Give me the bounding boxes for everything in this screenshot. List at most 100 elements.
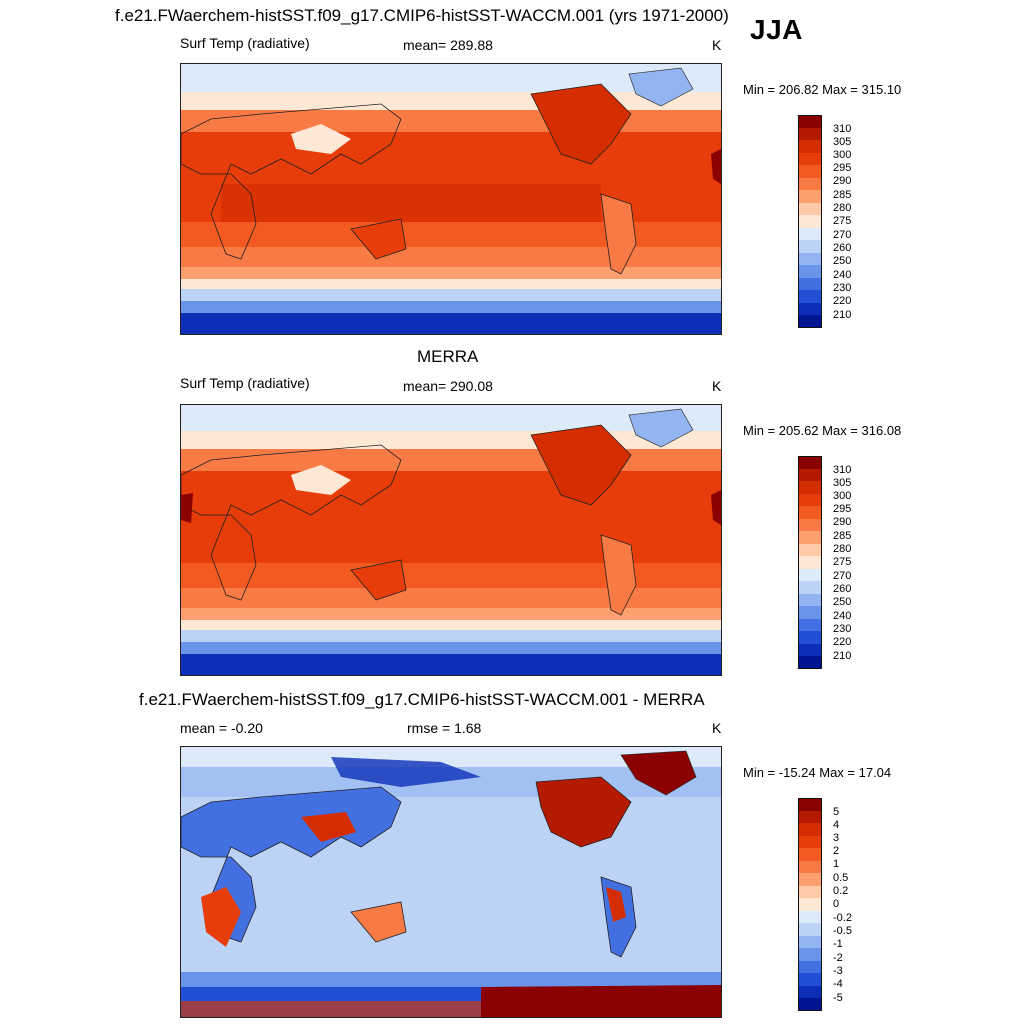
obs-colorbar-tick: 270 [833,571,851,582]
diff-colorbar-swatch-15 [798,973,822,986]
obs-colorbar-swatch-7 [798,531,822,544]
diff-colorbar-tick: 0 [833,899,839,910]
diff-colorbar-swatch-16 [798,986,822,999]
obs-colorbar-swatch-10 [798,569,822,582]
model-units-label: K [712,37,721,53]
diff-colorbar-tick: 5 [833,807,839,818]
diff-minmax-label: Min = -15.24 Max = 17.04 [743,765,891,780]
run-title: f.e21.FWaerchem-histSST.f09_g17.CMIP6-hi… [115,6,729,26]
model-colorbar-swatch-1 [798,115,822,128]
obs-colorbar-tick: 230 [833,624,851,635]
diff-colorbar-swatch-17 [798,998,822,1011]
obs-colorbar-tick: 210 [833,651,851,662]
model-colorbar-swatch-8 [798,203,822,216]
diff-colorbar-tick: 0.2 [833,886,848,897]
diff-colorbar-swatch-10 [798,911,822,924]
obs-colorbar-tick: 290 [833,517,851,528]
diff-colorbar-swatch-8 [798,886,822,899]
model-colorbar-swatch-11 [798,240,822,253]
model-colorbar-tick: 260 [833,243,851,254]
diff-colorbar-swatch-4 [798,836,822,849]
model-colorbar-tick: 300 [833,150,851,161]
model-colorbar-swatch-12 [798,253,822,266]
obs-units-label: K [712,378,721,394]
diff-colorbar-tick: 4 [833,820,839,831]
model-colorbar-tick: 290 [833,176,851,187]
obs-colorbar-swatch-5 [798,506,822,519]
obs-colorbar-swatch-13 [798,606,822,619]
model-colorbar-tick: 220 [833,296,851,307]
obs-colorbar-tick: 305 [833,478,851,489]
diff-colorbar [798,798,822,1011]
model-colorbar-tick: 210 [833,310,851,321]
obs-colorbar [798,456,822,669]
obs-colorbar-swatch-12 [798,594,822,607]
diff-colorbar-tick: -2 [833,953,843,964]
obs-colorbar-swatch-9 [798,556,822,569]
diff-colorbar-swatch-14 [798,961,822,974]
obs-colorbar-swatch-15 [798,631,822,644]
diff-colorbar-swatch-1 [798,798,822,811]
season-label: JJA [750,14,803,46]
model-colorbar-tick: 270 [833,230,851,241]
diff-colorbar-tick: -1 [833,939,843,950]
diff-colorbar-tick: -4 [833,979,843,990]
diff-rmse-label: rmse = 1.68 [407,720,481,736]
model-colorbar-tick: 275 [833,216,851,227]
diff-colorbar-swatch-12 [798,936,822,949]
obs-colorbar-swatch-16 [798,644,822,657]
obs-temperature-map [180,404,722,676]
obs-panel-title: MERRA [417,347,478,367]
obs-colorbar-swatch-14 [798,619,822,632]
obs-colorbar-swatch-3 [798,481,822,494]
obs-colorbar-tick: 250 [833,597,851,608]
model-colorbar-tick: 310 [833,124,851,135]
model-colorbar-swatch-17 [798,315,822,328]
model-colorbar-tick: 280 [833,203,851,214]
model-colorbar-swatch-13 [798,265,822,278]
model-colorbar-swatch-10 [798,228,822,241]
model-colorbar-swatch-5 [798,165,822,178]
obs-colorbar-tick: 240 [833,611,851,622]
obs-colorbar-tick: 310 [833,465,851,476]
diff-colorbar-swatch-13 [798,948,822,961]
diff-colorbar-tick: 3 [833,833,839,844]
model-variable-label: Surf Temp (radiative) [180,35,310,51]
obs-minmax-label: Min = 205.62 Max = 316.08 [743,423,901,438]
model-colorbar-swatch-16 [798,303,822,316]
obs-colorbar-tick: 280 [833,544,851,555]
diff-colorbar-swatch-9 [798,898,822,911]
diff-panel-title: f.e21.FWaerchem-histSST.f09_g17.CMIP6-hi… [139,690,705,710]
obs-colorbar-tick: 295 [833,504,851,515]
model-minmax-label: Min = 206.82 Max = 315.10 [743,82,901,97]
model-mean-label: mean= 289.88 [403,37,493,53]
diff-colorbar-swatch-11 [798,923,822,936]
diff-colorbar-swatch-5 [798,848,822,861]
model-colorbar-tick: 305 [833,137,851,148]
model-colorbar-swatch-4 [798,153,822,166]
model-colorbar-tick: 285 [833,190,851,201]
obs-colorbar-tick: 285 [833,531,851,542]
obs-colorbar-swatch-8 [798,544,822,557]
diff-colorbar-swatch-2 [798,811,822,824]
diff-colorbar-swatch-3 [798,823,822,836]
diff-colorbar-tick: -0.5 [833,926,852,937]
obs-colorbar-tick: 275 [833,557,851,568]
model-colorbar-tick: 240 [833,270,851,281]
obs-variable-label: Surf Temp (radiative) [180,375,310,391]
diff-colorbar-tick: -5 [833,993,843,1004]
diff-colorbar-tick: -3 [833,966,843,977]
model-colorbar-tick: 230 [833,283,851,294]
obs-mean-label: mean= 290.08 [403,378,493,394]
model-colorbar-swatch-3 [798,140,822,153]
model-colorbar-swatch-6 [798,178,822,191]
model-colorbar-swatch-15 [798,290,822,303]
obs-colorbar-swatch-6 [798,519,822,532]
obs-colorbar-swatch-11 [798,581,822,594]
model-colorbar-swatch-14 [798,278,822,291]
diff-units-label: K [712,720,721,736]
obs-colorbar-swatch-17 [798,656,822,669]
diff-colorbar-tick: 1 [833,859,839,870]
diff-colorbar-tick: -0.2 [833,913,852,924]
obs-colorbar-tick: 220 [833,637,851,648]
